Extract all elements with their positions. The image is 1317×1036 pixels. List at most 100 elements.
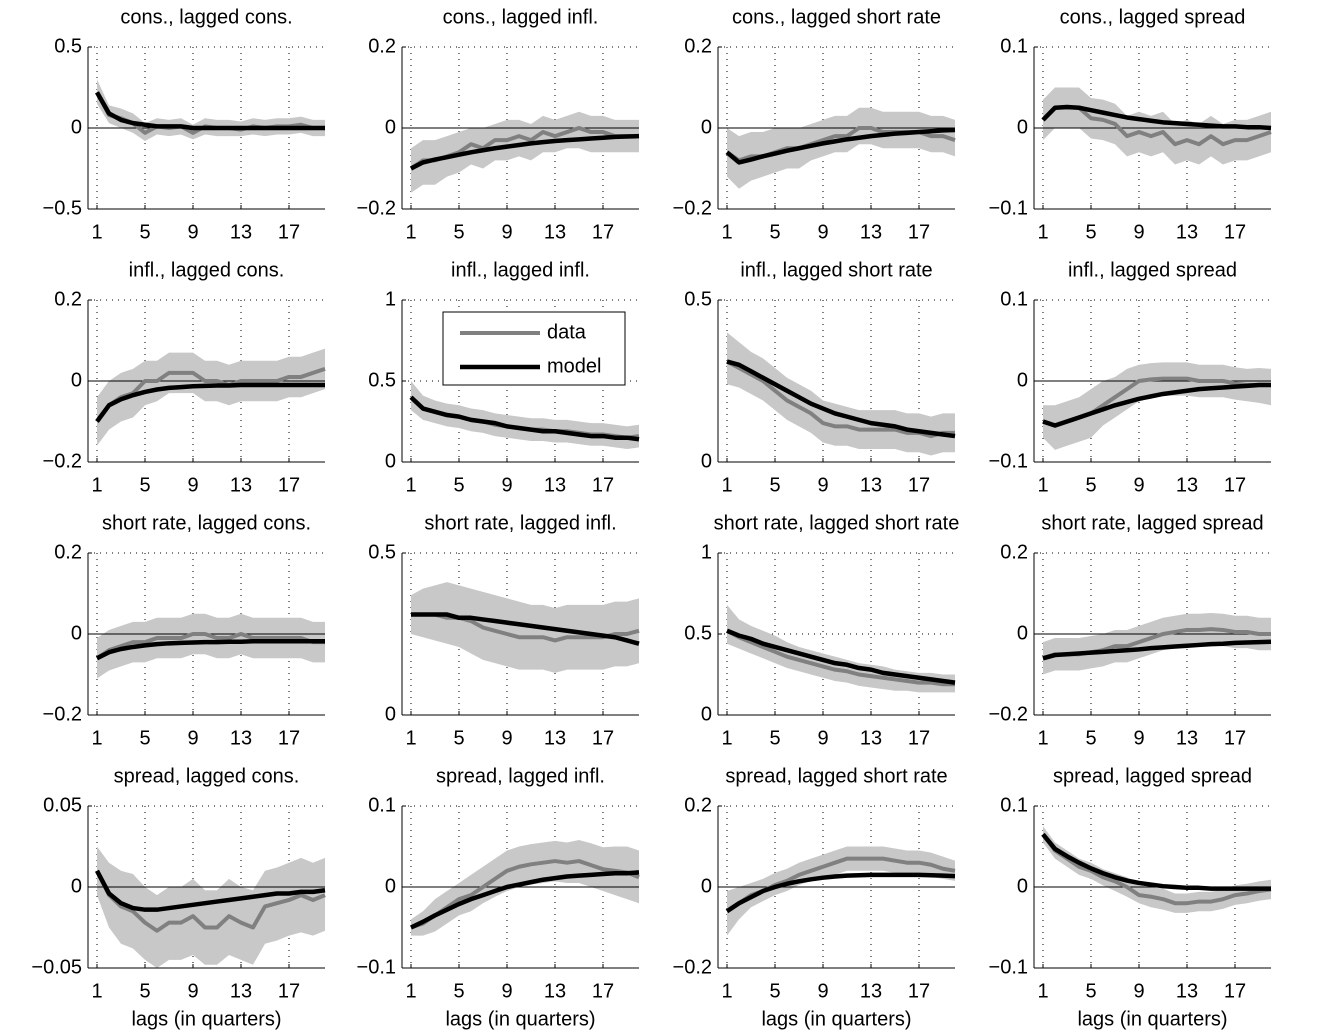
- x-tick-label: 13: [230, 221, 252, 243]
- y-tick-label: 0.05: [43, 794, 82, 816]
- y-tick-label: 1: [701, 541, 712, 563]
- confidence-band: [411, 840, 639, 936]
- x-tick-label: 9: [501, 474, 512, 496]
- y-tick-label: 0.1: [1000, 288, 1028, 310]
- series-line: [95, 869, 326, 933]
- x-tick-label: 5: [139, 727, 150, 749]
- x-tick-label: 5: [1085, 980, 1096, 1002]
- confidence-band: [97, 613, 325, 679]
- y-tick-label: 0: [1017, 875, 1028, 897]
- x-tick-label: 1: [1037, 727, 1048, 749]
- x-tick-label: 17: [278, 980, 300, 1002]
- panel: infl., lagged short rate 0 0.5 1 5 9 13 17: [684, 259, 956, 496]
- x-tick-label: 9: [1133, 727, 1144, 749]
- series-line: [95, 366, 326, 423]
- y-tick-label: 0.2: [54, 288, 82, 310]
- panel: short rate, lagged short rate 0 0.5 1 1 5 9 13 1…: [684, 512, 959, 749]
- x-tick-label: 5: [769, 221, 780, 243]
- confidence-band: [727, 604, 955, 693]
- x-tick-label: 13: [230, 474, 252, 496]
- y-tick-label: 0: [71, 116, 82, 138]
- x-tick-label: 9: [817, 727, 828, 749]
- x-tick-label: 9: [817, 221, 828, 243]
- confidence-band: [1043, 362, 1271, 450]
- x-tick-label: 5: [453, 221, 464, 243]
- panel: cons., lagged spread −0.1 0 0.1 1 5 9 13 17: [989, 6, 1272, 243]
- panel: infl., lagged spread −0.1 0 0.1 1 5 9 13 17: [989, 259, 1271, 496]
- y-tick-label: 0.5: [368, 369, 396, 391]
- y-tick-label: 0: [1017, 622, 1028, 644]
- y-tick-label: −0.2: [357, 197, 396, 219]
- y-tick-label: −0.2: [989, 703, 1028, 725]
- x-tick-label: 5: [769, 727, 780, 749]
- x-tick-label: 1: [1037, 221, 1048, 243]
- y-tick-label: 0: [71, 369, 82, 391]
- x-tick-label: 13: [860, 980, 882, 1002]
- chart-title: short rate, lagged cons.: [102, 512, 311, 534]
- confidence-band: [97, 846, 325, 968]
- y-tick-label: 0: [701, 450, 712, 472]
- x-tick-label: 9: [187, 727, 198, 749]
- panel: short rate, lagged infl. 0 0.5 1 5 9 13 17: [368, 512, 640, 749]
- y-tick-label: 0: [701, 703, 712, 725]
- panel: infl., lagged infl. 0 0.5 1 1 5 9 13 17 data model: [368, 259, 640, 496]
- chart-title: infl., lagged short rate: [740, 259, 932, 281]
- x-tick-label: 1: [721, 221, 732, 243]
- series-line: [411, 612, 640, 646]
- x-tick-label: 17: [1224, 980, 1246, 1002]
- series-line: [95, 91, 325, 131]
- x-tick-label: 5: [139, 221, 150, 243]
- confidence-band: [727, 332, 955, 456]
- x-tick-label: 5: [769, 980, 780, 1002]
- x-tick-label: 1: [1037, 474, 1048, 496]
- legend-label: model: [547, 355, 601, 377]
- y-tick-label: 0: [385, 116, 396, 138]
- x-tick-label: 1: [405, 727, 416, 749]
- y-tick-label: −0.2: [43, 450, 82, 472]
- x-tick-label: 5: [139, 474, 150, 496]
- x-tick-label: 9: [817, 474, 828, 496]
- y-tick-label: −0.1: [989, 956, 1028, 978]
- series-line: [726, 629, 955, 687]
- chart-title: cons., lagged infl.: [443, 6, 599, 28]
- x-tick-label: 13: [544, 980, 566, 1002]
- y-tick-label: 0.2: [54, 541, 82, 563]
- y-tick-label: −0.1: [357, 956, 396, 978]
- y-tick-label: 0.5: [684, 288, 712, 310]
- x-tick-label: 1: [721, 474, 732, 496]
- y-tick-label: 0: [701, 875, 712, 897]
- y-tick-label: 0.2: [1000, 541, 1028, 563]
- y-tick-label: −0.1: [989, 450, 1028, 472]
- y-tick-label: 0.2: [684, 35, 712, 57]
- panel: cons., lagged short rate −0.2 0 0.2 1 5 9 13 17: [673, 6, 956, 243]
- series-line: [1041, 104, 1272, 131]
- x-tick-label: 17: [592, 727, 614, 749]
- x-tick-label: 17: [908, 727, 930, 749]
- y-tick-label: 0.5: [684, 622, 712, 644]
- x-tick-label: 9: [187, 221, 198, 243]
- chart-title: infl., lagged spread: [1068, 259, 1237, 281]
- x-tick-label: 9: [817, 980, 828, 1002]
- x-tick-label: 5: [1085, 727, 1096, 749]
- x-tick-label: 17: [1224, 727, 1246, 749]
- x-tick-label: 1: [91, 980, 102, 1002]
- x-tick-label: 9: [1133, 221, 1144, 243]
- confidence-band: [97, 348, 325, 446]
- series-line: [410, 859, 640, 930]
- x-tick-label: 13: [860, 474, 882, 496]
- x-tick-label: 1: [405, 980, 416, 1002]
- x-tick-label: 1: [405, 221, 416, 243]
- x-tick-label: 13: [1176, 980, 1198, 1002]
- x-tick-label: 17: [278, 727, 300, 749]
- legend-label: data: [547, 321, 587, 343]
- panel: spread, lagged infl. −0.1 0 0.1 1 5 9 13 17 lags …: [357, 765, 640, 1030]
- x-tick-label: 5: [139, 980, 150, 1002]
- x-tick-label: 9: [187, 474, 198, 496]
- x-tick-label: 9: [501, 221, 512, 243]
- series-line: [95, 382, 325, 423]
- panel: short rate, lagged spread −0.2 0 0.2 1 5 9 13 17: [989, 512, 1272, 749]
- x-tick-label: 13: [1176, 474, 1198, 496]
- x-axis-label: lags (in quarters): [761, 1008, 911, 1030]
- series-line: [1042, 639, 1272, 661]
